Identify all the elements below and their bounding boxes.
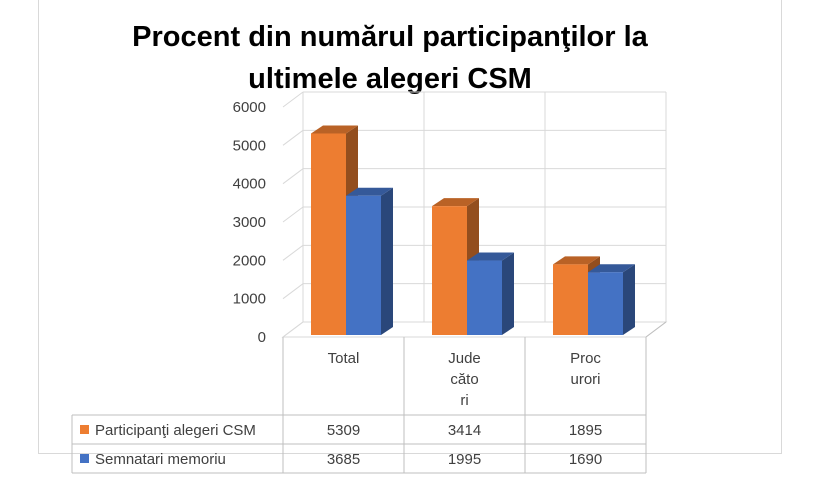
- data-value: 1995: [448, 451, 481, 468]
- bar-top: [346, 187, 393, 196]
- chart-title: Procent din numărul participanţilor la u…: [132, 21, 648, 95]
- y-tick-label: 2000: [233, 252, 266, 269]
- bar-side: [623, 264, 635, 335]
- data-value: 1895: [569, 422, 602, 439]
- category-label: ri: [460, 392, 468, 409]
- bar: [346, 195, 381, 335]
- bar-top: [311, 125, 358, 134]
- bar-top: [553, 256, 600, 265]
- bar: [588, 272, 623, 335]
- category-label: urori: [570, 371, 600, 388]
- gridline-side: [282, 91, 304, 108]
- data-value: 3414: [448, 422, 481, 439]
- bar: [467, 260, 502, 335]
- legend-key: [80, 425, 89, 434]
- gridline-side: [282, 244, 304, 261]
- bar-top: [588, 264, 635, 273]
- y-tick-label: 5000: [233, 137, 266, 154]
- series-label: Participanţi alegeri CSM: [95, 422, 256, 439]
- gridline-side: [282, 283, 304, 300]
- gridline-side: [282, 168, 304, 185]
- y-tick-label: 3000: [233, 214, 266, 231]
- legend-key: [80, 454, 89, 463]
- y-tick-label: 4000: [233, 176, 266, 193]
- data-value: 5309: [327, 422, 360, 439]
- bar-side: [502, 252, 514, 335]
- category-label: Proc: [570, 350, 601, 367]
- category-label: căto: [450, 371, 478, 388]
- bar: [553, 264, 588, 335]
- bar-top: [467, 252, 514, 261]
- bar: [432, 206, 467, 335]
- series-label: Semnatari memoriu: [95, 451, 226, 468]
- gridline-side: [282, 129, 304, 146]
- table-border: [645, 321, 667, 338]
- chart-frame: [38, 0, 782, 454]
- y-tick-label: 6000: [233, 99, 266, 116]
- y-tick-label: 0: [258, 329, 266, 346]
- category-label: Jude: [448, 350, 481, 367]
- data-value: 1690: [569, 451, 602, 468]
- data-value: 3685: [327, 451, 360, 468]
- category-label: Total: [328, 350, 360, 367]
- bar: [311, 133, 346, 335]
- bar-side: [381, 187, 393, 335]
- gridline-side: [282, 206, 304, 223]
- bar-top: [432, 198, 479, 207]
- y-tick-label: 1000: [233, 291, 266, 308]
